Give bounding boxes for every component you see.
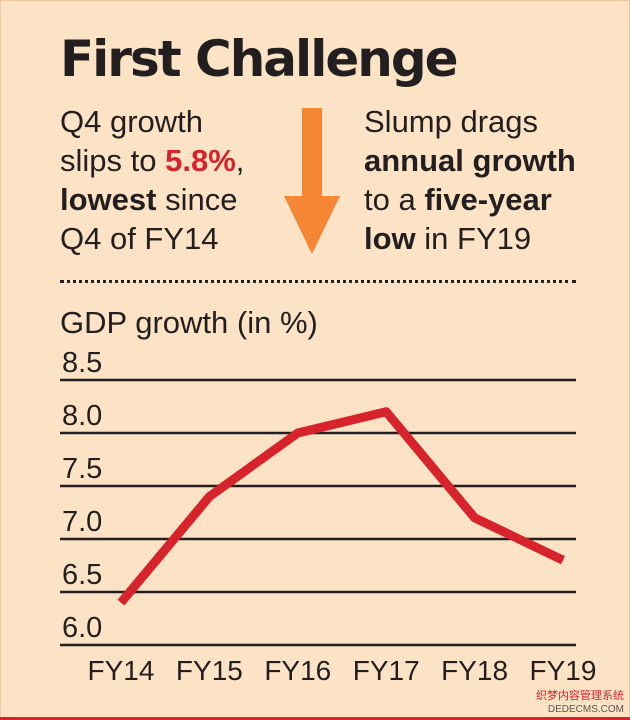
data-point-5 [562,559,564,561]
right-note-line-3: to a five-year [364,180,624,219]
right-note: Slump drags annual growth to a five-year… [364,102,624,258]
left-note-line-3-suffix: since [156,182,238,217]
y-tick-label-2: 7.5 [62,453,102,485]
x-tick-label-3: FY17 [353,655,420,686]
low-label: low [364,221,416,256]
y-tick-label-4: 6.5 [62,559,102,591]
x-tick-label-0: FY14 [88,655,155,686]
left-note-line-3: lowest since [60,180,300,219]
down-arrow-icon [284,108,340,254]
bottom-strip [0,717,630,720]
series-line-0 [117,407,565,606]
chart-title: First Challenge [60,30,459,88]
y-tick-label-0: 8.5 [62,347,102,379]
y-tick-label-5: 6.0 [62,612,102,644]
x-tick-label-1: FY15 [176,655,243,686]
dotted-divider [60,280,576,283]
data-point-1 [208,496,210,498]
lowest-label: lowest [60,182,157,217]
watermark-line-2: DEDECMS.COM [547,704,624,715]
q4-growth-value: 5.8% [165,143,236,178]
left-note: Q4 growth slips to 5.8%, lowest since Q4… [60,102,300,258]
x-tick-label-4: FY18 [441,655,508,686]
watermark-line-1: 织梦内容管理系统 [536,690,624,702]
right-note-line-4-suffix: in FY19 [415,221,532,256]
x-tick-label-5: FY19 [530,655,597,686]
right-note-line-4: low in FY19 [364,219,624,258]
left-note-line-2: slips to 5.8%, [60,141,300,180]
data-point-2 [297,432,299,434]
data-point-0 [120,602,122,604]
right-note-line-3-prefix: to a [364,182,425,217]
left-note-line-2-prefix: slips to [60,143,166,178]
left-note-line-4: Q4 of FY14 [60,221,219,256]
y-tick-label-1: 8.0 [62,400,102,432]
data-point-4 [474,517,476,519]
five-year-label: five-year [424,182,552,217]
y-axis-label: GDP growth (in %) [60,305,318,340]
x-tick-label-2: FY16 [264,655,331,686]
y-tick-label-3: 7.0 [62,506,102,538]
data-point-3 [385,411,387,413]
watermark: 织梦内容管理系统 DEDECMS.COM [536,690,624,716]
left-note-line-2-suffix: , [235,143,245,178]
left-note-line-1: Q4 growth [60,104,204,139]
right-note-line-1: Slump drags [364,104,539,139]
annual-growth-label: annual growth [364,143,576,178]
